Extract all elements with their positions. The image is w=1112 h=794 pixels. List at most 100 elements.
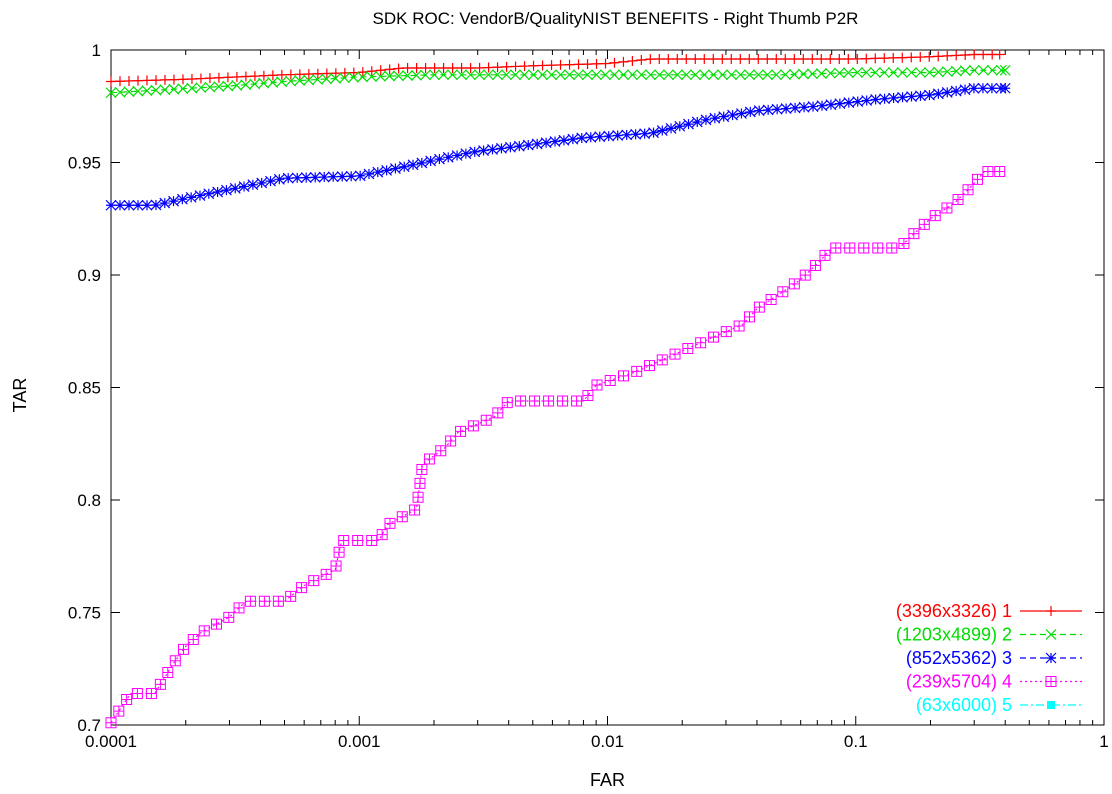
data-point: [515, 395, 527, 407]
data-point: [333, 546, 345, 558]
data-point: [834, 98, 846, 110]
data-point: [743, 311, 755, 323]
data-point: [282, 172, 294, 184]
data-point: [858, 242, 870, 254]
data-point: [469, 146, 481, 158]
data-point: [707, 331, 719, 343]
data-point: [600, 58, 611, 69]
data-point: [645, 54, 656, 65]
data-point: [185, 191, 197, 203]
data-point: [285, 590, 297, 602]
series-line: [110, 69, 1006, 94]
data-point: [631, 365, 643, 377]
data-point: [393, 63, 404, 74]
data-point: [460, 148, 472, 160]
data-point: [327, 171, 339, 183]
data-point: [154, 678, 166, 690]
data-point: [291, 172, 303, 184]
data-point: [727, 109, 739, 121]
data-point: [483, 69, 494, 81]
data-point: [308, 575, 320, 587]
data-point: [303, 74, 315, 86]
data-point: [348, 67, 359, 78]
data-point: [203, 188, 215, 200]
data-point: [141, 199, 153, 211]
series-2: [105, 64, 1011, 99]
data-point: [211, 618, 223, 630]
data-point: [870, 53, 881, 64]
data-point: [978, 49, 989, 60]
data-point: [887, 67, 899, 78]
data-point: [861, 95, 873, 106]
data-point: [753, 105, 765, 117]
data-point: [582, 389, 594, 401]
data-point: [372, 166, 384, 178]
data-point: [231, 71, 242, 82]
data-point: [204, 81, 216, 93]
data-point: [735, 69, 746, 81]
data-point: [744, 54, 755, 64]
data-point: [159, 74, 170, 85]
data-point: [789, 54, 800, 64]
data-point: [618, 69, 629, 81]
data-point: [177, 643, 189, 655]
data-point: [771, 54, 782, 64]
data-point: [447, 63, 458, 73]
data-point: [726, 69, 737, 81]
series-3: [105, 82, 1011, 211]
data-point: [204, 73, 215, 84]
data-point: [816, 100, 828, 112]
data-point: [285, 69, 296, 80]
data-point: [879, 93, 891, 105]
data-point: [861, 53, 872, 64]
data-point: [132, 75, 143, 86]
data-point: [402, 70, 413, 81]
data-point: [986, 64, 998, 76]
data-point: [416, 157, 428, 169]
data-point: [780, 69, 791, 81]
data-point: [870, 94, 882, 105]
y-tick-label: 0.8: [77, 491, 101, 510]
data-point: [971, 173, 983, 185]
data-point: [420, 63, 431, 73]
data-point: [504, 141, 516, 153]
data-point: [123, 199, 135, 211]
data-point: [483, 62, 494, 73]
legend-label: (1203x4899) 2: [896, 625, 1012, 645]
data-point: [309, 171, 321, 183]
data-point: [627, 69, 638, 81]
data-point: [244, 595, 256, 607]
data-point: [375, 65, 386, 76]
data-point: [799, 269, 811, 281]
data-point: [942, 50, 953, 61]
data-point: [195, 82, 207, 94]
data-point: [429, 69, 440, 81]
data-point: [150, 84, 162, 96]
data-point: [456, 69, 467, 81]
data-point: [585, 131, 597, 143]
x-tick-label: 0.1: [844, 732, 868, 751]
data-point: [571, 395, 583, 407]
data-point: [959, 65, 971, 77]
data-point: [968, 82, 980, 94]
data-point: [330, 73, 341, 84]
data-point: [941, 202, 953, 214]
data-point: [788, 278, 800, 290]
data-point: [114, 76, 125, 87]
data-point: [950, 65, 962, 77]
data-point: [474, 62, 485, 73]
data-point: [682, 342, 694, 354]
data-point: [113, 705, 125, 717]
data-point: [411, 69, 422, 81]
data-point: [176, 193, 188, 205]
data-point: [456, 63, 467, 73]
data-point: [753, 301, 765, 313]
data-point: [132, 85, 144, 97]
data-point: [168, 83, 180, 95]
data-point: [809, 260, 821, 272]
data-point: [994, 166, 1006, 177]
data-point: [537, 60, 548, 71]
data-point: [249, 71, 260, 82]
data-point: [366, 66, 377, 77]
data-point: [834, 54, 845, 64]
